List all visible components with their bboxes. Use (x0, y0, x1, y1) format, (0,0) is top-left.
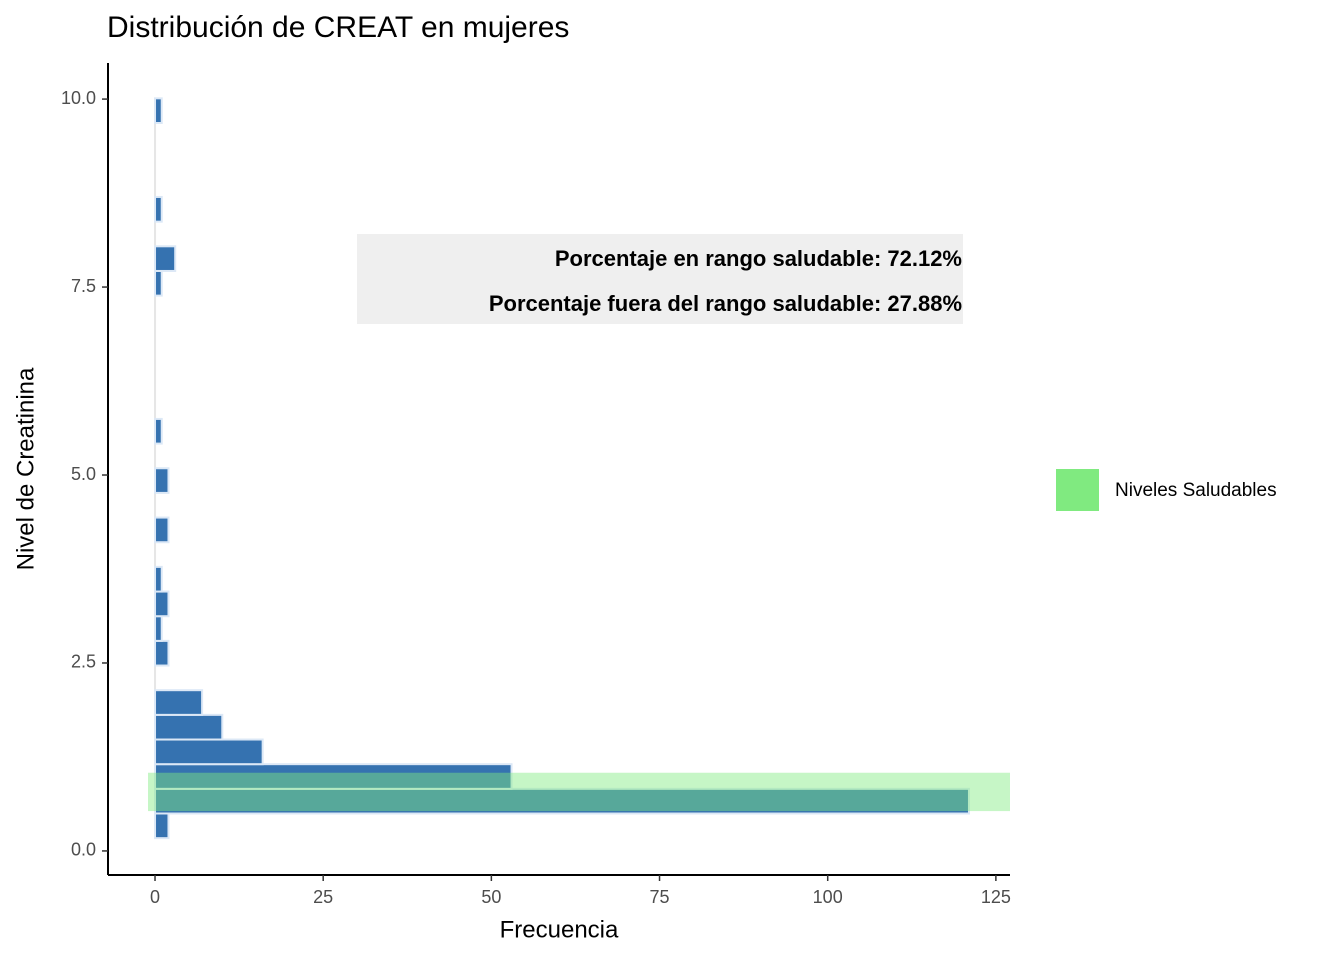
bar (154, 565, 163, 593)
y-tick-label: 7.5 (71, 276, 96, 296)
x-tick-label: 75 (650, 887, 670, 907)
bar (154, 689, 204, 716)
x-axis-label: Frecuencia (500, 916, 619, 943)
chart-title: Distribución de CREAT en mujeres (107, 11, 569, 44)
x-tick-label: 0 (150, 887, 160, 907)
bar (154, 812, 170, 840)
bar (154, 516, 170, 544)
y-tick-label: 10.0 (61, 88, 96, 108)
bar (154, 787, 970, 815)
annotation: Porcentaje fuera del rango saludable: 27… (489, 291, 962, 316)
y-axis-label: Nivel de Creatinina (12, 367, 39, 570)
y-tick-label: 0.0 (71, 840, 96, 860)
y-tick-label: 5.0 (71, 464, 96, 484)
bar (154, 713, 224, 741)
annotation-box (357, 234, 963, 324)
bar (154, 417, 163, 445)
bar (154, 738, 264, 766)
annotation: Porcentaje en rango saludable: 72.12% (555, 246, 962, 271)
bar (154, 639, 170, 667)
x-tick-label: 125 (981, 887, 1011, 907)
bar (154, 245, 177, 272)
y-tick-label: 2.5 (71, 652, 96, 672)
bar (154, 195, 163, 223)
healthy-band (148, 772, 1010, 812)
legend-swatch (1056, 469, 1099, 511)
bar (154, 590, 170, 618)
bar (154, 763, 513, 790)
legend-label: Niveles Saludables (1115, 480, 1277, 501)
x-tick-label: 50 (481, 887, 501, 907)
bar (154, 269, 163, 297)
bar (154, 97, 163, 124)
x-tick-label: 100 (813, 887, 843, 907)
bar (154, 467, 170, 494)
bar (154, 615, 163, 642)
x-tick-label: 25 (313, 887, 333, 907)
